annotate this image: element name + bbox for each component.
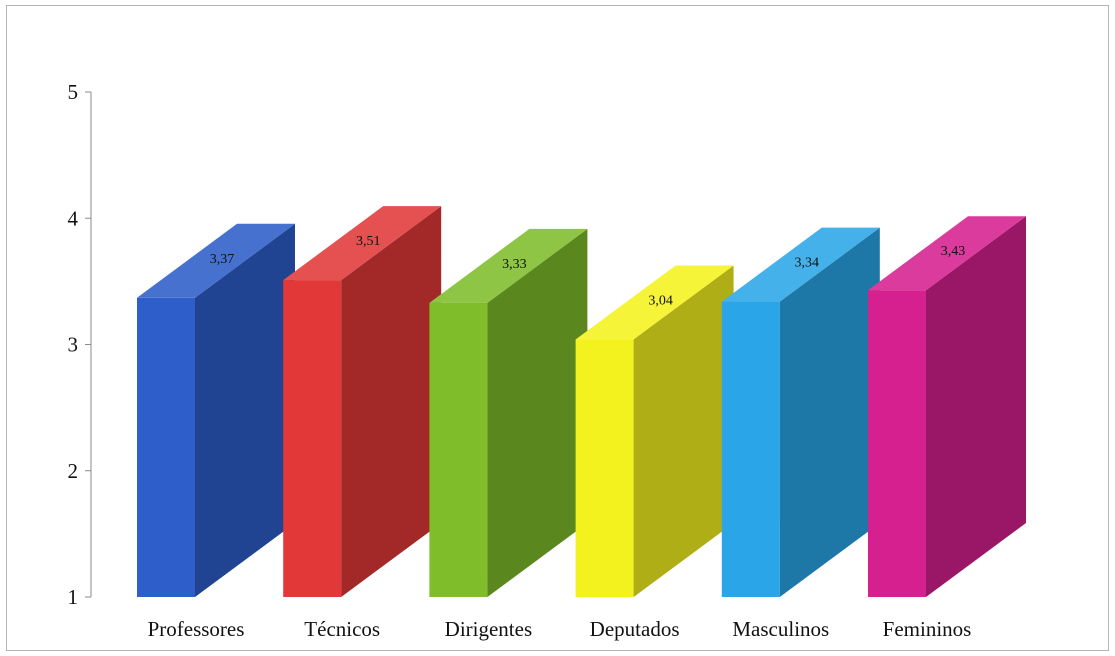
category-label: Técnicos xyxy=(304,617,380,641)
category-label: Deputados xyxy=(590,617,680,641)
bar-side-face xyxy=(195,223,295,597)
bars xyxy=(137,206,1026,598)
bar-top-face xyxy=(575,265,734,340)
bar-front-face xyxy=(429,302,488,597)
bar-top-face xyxy=(137,223,295,298)
bar-front-face xyxy=(283,280,342,597)
bar xyxy=(575,265,734,597)
bar-front-face xyxy=(721,301,780,597)
bar-front-face xyxy=(868,290,926,597)
bar-value-label: 3,04 xyxy=(648,293,673,308)
bar-value-label: 3,43 xyxy=(941,244,966,259)
bar-side-face xyxy=(487,228,588,597)
category-label: Femininos xyxy=(883,617,972,641)
y-tick-label: 1 xyxy=(68,585,79,609)
bar-side-face xyxy=(633,265,734,597)
y-tick-label: 2 xyxy=(68,459,79,483)
bar-front-face xyxy=(575,339,634,597)
bar-side-face xyxy=(341,206,442,598)
category-label: Professores xyxy=(148,617,245,641)
y-tick-label: 3 xyxy=(68,333,79,357)
bar xyxy=(868,216,1026,597)
bar-side-face xyxy=(779,227,880,597)
category-label: Masculinos xyxy=(732,617,829,641)
bar-value-label: 3,37 xyxy=(210,252,235,267)
bar-top-face xyxy=(721,227,880,302)
y-tick-label: 4 xyxy=(68,206,79,230)
bar-value-label: 3,34 xyxy=(795,256,820,271)
bar-front-face xyxy=(137,297,195,597)
bar xyxy=(721,227,880,597)
bar-value-label: 3,51 xyxy=(356,234,381,249)
bar-side-face xyxy=(926,216,1026,597)
bar-top-face xyxy=(429,228,588,303)
bar xyxy=(283,206,442,598)
y-axis: 1 2 3 4 5 xyxy=(68,80,92,609)
category-label: Dirigentes xyxy=(445,617,532,641)
bar-top-face xyxy=(868,216,1026,291)
labels: 3,37 Professores 3,51 Técnicos 3,33 Dirigente… xyxy=(148,234,972,641)
bar-top-face xyxy=(283,206,442,281)
bar xyxy=(137,223,295,597)
bar xyxy=(429,228,588,597)
y-tick-label: 5 xyxy=(68,80,79,104)
bar-value-label: 3,33 xyxy=(502,257,527,272)
